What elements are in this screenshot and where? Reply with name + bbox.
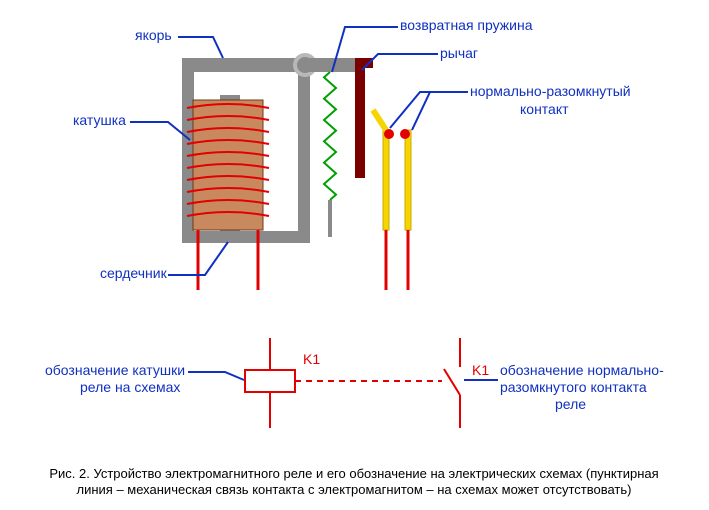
label-core: сердечник [100,265,168,281]
label-sym-coil-2: реле на схемах [80,379,180,395]
label-k1-coil: K1 [303,351,320,367]
leader-sym-coil [188,372,244,380]
label-armature: якорь [135,27,172,43]
label-lever: рычаг [440,45,478,61]
schematic-coil-box [245,370,295,392]
label-sym-no: обозначение нормально- [500,362,664,378]
label-coil: катушка [73,112,126,128]
label-sym-coil: обозначение катушки [45,362,185,378]
leader-no-contact-r [412,92,468,130]
label-no-contact-2: контакт [520,101,569,117]
label-return-spring: возвратная пружина [400,17,533,33]
return-spring [324,72,336,200]
caption-line2: линия – механическая связь контакта с эл… [77,482,632,497]
label-k1-contact: K1 [472,362,489,378]
contact-knob [400,129,410,139]
contact-blade [405,130,411,230]
leader-armature [178,37,223,58]
leader-coil [130,122,190,140]
leader-lever [362,54,438,70]
schematic-contact-arm [444,369,460,395]
label-no-contact: нормально-разомкнутый [470,83,631,99]
contact-tilt [373,110,386,130]
leader-no-contact-l [390,92,468,128]
contact-blade [383,130,389,230]
label-sym-no-2: разомкнутого контакта [500,379,647,395]
caption-line1: Рис. 2. Устройство электромагнитного рел… [49,466,658,481]
contact-knob [384,129,394,139]
armature [182,58,312,72]
lever [355,58,365,178]
label-sym-no-3: реле [555,396,586,412]
